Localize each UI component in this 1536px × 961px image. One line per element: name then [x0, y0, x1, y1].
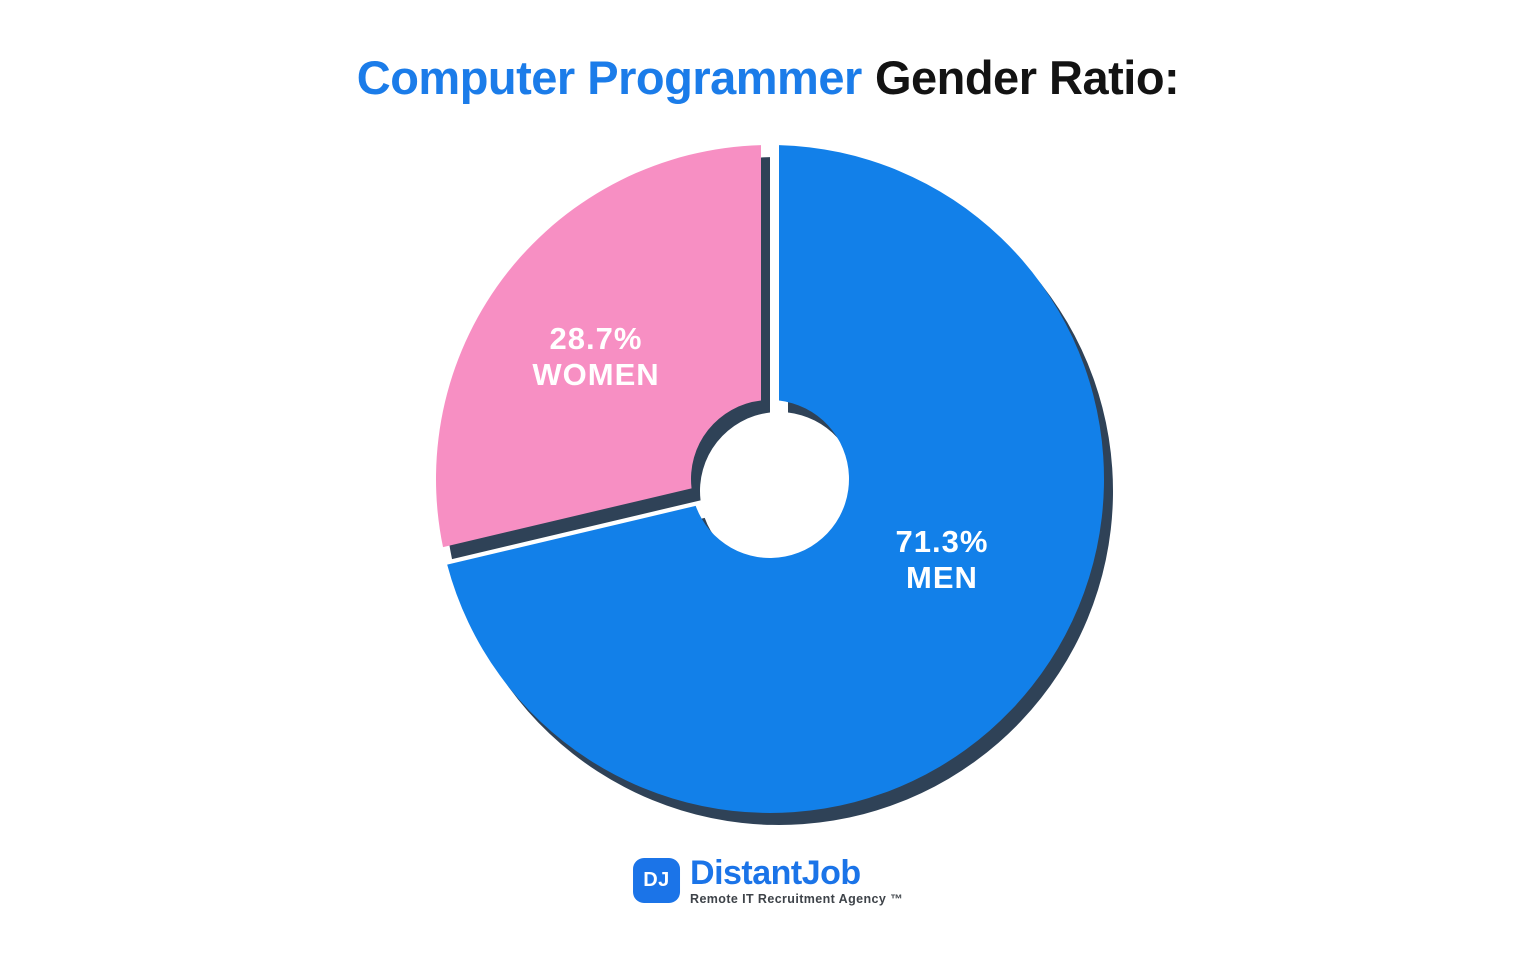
page-title: Computer Programmer Gender Ratio:: [0, 52, 1536, 104]
slice-women: [436, 145, 761, 548]
slice-label-men: 71.3% MEN: [896, 524, 989, 596]
slice-men: [447, 145, 1105, 813]
brand-name: DistantJob: [690, 854, 861, 892]
brand-text: DistantJob Remote IT Recruitment Agency …: [690, 854, 903, 907]
brand-footer: DJ DistantJob Remote IT Recruitment Agen…: [633, 854, 903, 907]
men-percent: 71.3%: [895, 524, 989, 560]
slice-label-women: 28.7% WOMEN: [532, 321, 659, 393]
logo-monogram: DJ: [643, 869, 670, 891]
brand-tagline: Remote IT Recruitment Agency ™: [690, 892, 903, 907]
pie-slices-layer: [436, 145, 1105, 813]
title-rest: Gender Ratio:: [874, 51, 1180, 104]
women-percent: 28.7%: [549, 321, 643, 357]
distantjob-logo-icon: DJ: [633, 858, 681, 903]
women-name: WOMEN: [532, 357, 660, 392]
men-name: MEN: [906, 560, 978, 595]
title-highlight: Computer Programmer: [356, 51, 863, 104]
